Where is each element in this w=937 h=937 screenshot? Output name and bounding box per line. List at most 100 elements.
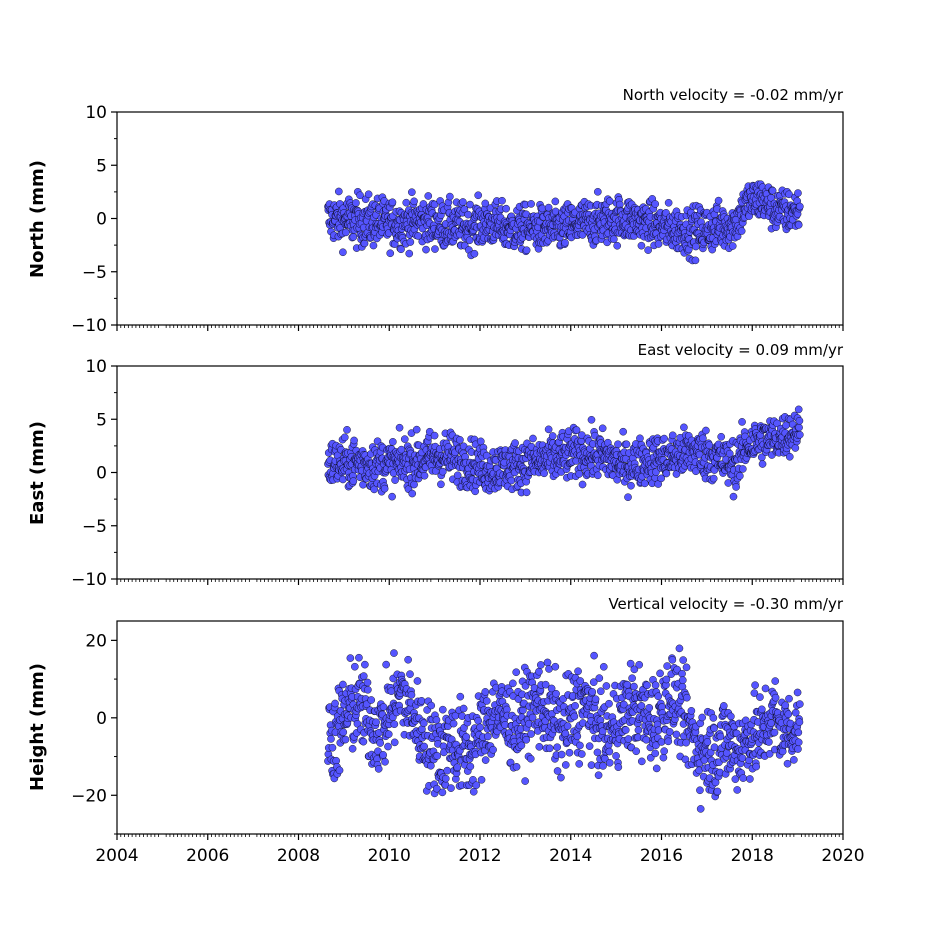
data-point <box>662 469 671 478</box>
y-tick-label: −10 <box>71 570 107 590</box>
data-point <box>335 766 344 775</box>
data-point <box>433 752 441 760</box>
data-point <box>673 665 682 674</box>
data-point <box>651 749 660 758</box>
data-point <box>587 761 596 769</box>
data-point <box>339 248 347 257</box>
data-point <box>419 719 428 728</box>
data-point <box>587 415 596 424</box>
data-point <box>660 747 668 755</box>
data-point <box>553 767 562 775</box>
data-point <box>407 429 416 437</box>
data-point <box>477 776 486 784</box>
data-point <box>545 665 553 673</box>
data-point <box>626 659 635 668</box>
data-point <box>551 197 560 206</box>
data-point <box>387 687 396 695</box>
data-point <box>698 713 706 722</box>
data-point <box>397 245 405 254</box>
data-point <box>535 743 544 751</box>
data-point <box>630 665 639 674</box>
x-tick-label: 2012 <box>458 846 501 866</box>
data-point <box>710 724 718 733</box>
data-point <box>750 689 759 697</box>
east-y-ticks: 10 5 0 −5 −10 <box>71 357 117 590</box>
data-point <box>739 465 747 473</box>
data-point <box>644 246 652 254</box>
data-point <box>538 204 547 213</box>
data-point <box>453 471 462 480</box>
height-x-ticks <box>116 834 844 840</box>
data-point <box>464 210 472 219</box>
data-point <box>576 677 585 685</box>
data-point <box>557 773 565 782</box>
data-point <box>691 256 700 265</box>
y-tick-label: −10 <box>71 316 107 336</box>
data-point <box>482 697 491 705</box>
data-point <box>620 700 628 709</box>
data-point <box>758 705 766 714</box>
data-point <box>557 750 566 759</box>
data-point <box>356 191 364 200</box>
data-point <box>474 191 482 200</box>
y-tick-label: −20 <box>71 786 107 806</box>
data-point <box>622 440 631 449</box>
data-point <box>412 425 421 434</box>
data-point <box>370 485 379 494</box>
data-point <box>352 199 360 207</box>
data-point <box>796 700 804 708</box>
data-point <box>343 426 351 434</box>
data-point <box>619 427 627 436</box>
data-point <box>430 431 439 440</box>
data-point <box>341 735 350 744</box>
y-tick-label: 5 <box>96 410 107 430</box>
data-point <box>417 697 426 705</box>
data-point <box>709 474 718 483</box>
data-point <box>449 719 458 728</box>
data-point <box>675 644 684 653</box>
data-point <box>466 200 474 209</box>
data-point <box>656 669 664 678</box>
data-point <box>353 719 362 728</box>
data-point <box>682 663 691 672</box>
data-point <box>796 430 804 439</box>
data-point <box>548 432 557 440</box>
data-point <box>794 189 802 197</box>
north-velocity-label: North velocity = -0.02 mm/yr <box>623 86 844 104</box>
data-point <box>553 743 562 752</box>
data-point <box>612 752 620 760</box>
north-x-ticks <box>116 325 844 331</box>
data-point <box>340 433 349 442</box>
x-tick-label: 2010 <box>368 846 411 866</box>
data-point <box>657 474 665 483</box>
data-point <box>599 762 607 770</box>
data-point <box>474 716 482 725</box>
data-point <box>719 702 728 710</box>
data-point <box>379 703 388 711</box>
y-tick-label: −5 <box>82 517 107 537</box>
data-point <box>489 745 497 754</box>
data-point <box>543 658 552 667</box>
data-point <box>729 492 738 501</box>
data-point <box>350 436 358 445</box>
data-point <box>751 681 759 689</box>
data-point <box>395 423 404 432</box>
y-tick-label: 0 <box>96 464 107 484</box>
data-point <box>668 431 677 440</box>
data-point <box>507 476 516 485</box>
data-point <box>758 460 767 468</box>
data-point <box>793 688 802 697</box>
y-tick-label: 10 <box>85 103 107 123</box>
x-tick-label: 2020 <box>821 846 864 866</box>
height-velocity-label: Vertical velocity = -0.30 mm/yr <box>608 595 843 613</box>
data-point <box>402 198 411 207</box>
data-point <box>376 739 384 747</box>
data-point <box>574 667 582 676</box>
data-point <box>660 434 668 443</box>
data-point <box>384 730 393 739</box>
data-point <box>433 784 441 793</box>
data-point <box>614 440 622 449</box>
x-tick-label: 2006 <box>186 846 229 866</box>
data-point <box>696 786 704 795</box>
data-point <box>551 662 560 671</box>
